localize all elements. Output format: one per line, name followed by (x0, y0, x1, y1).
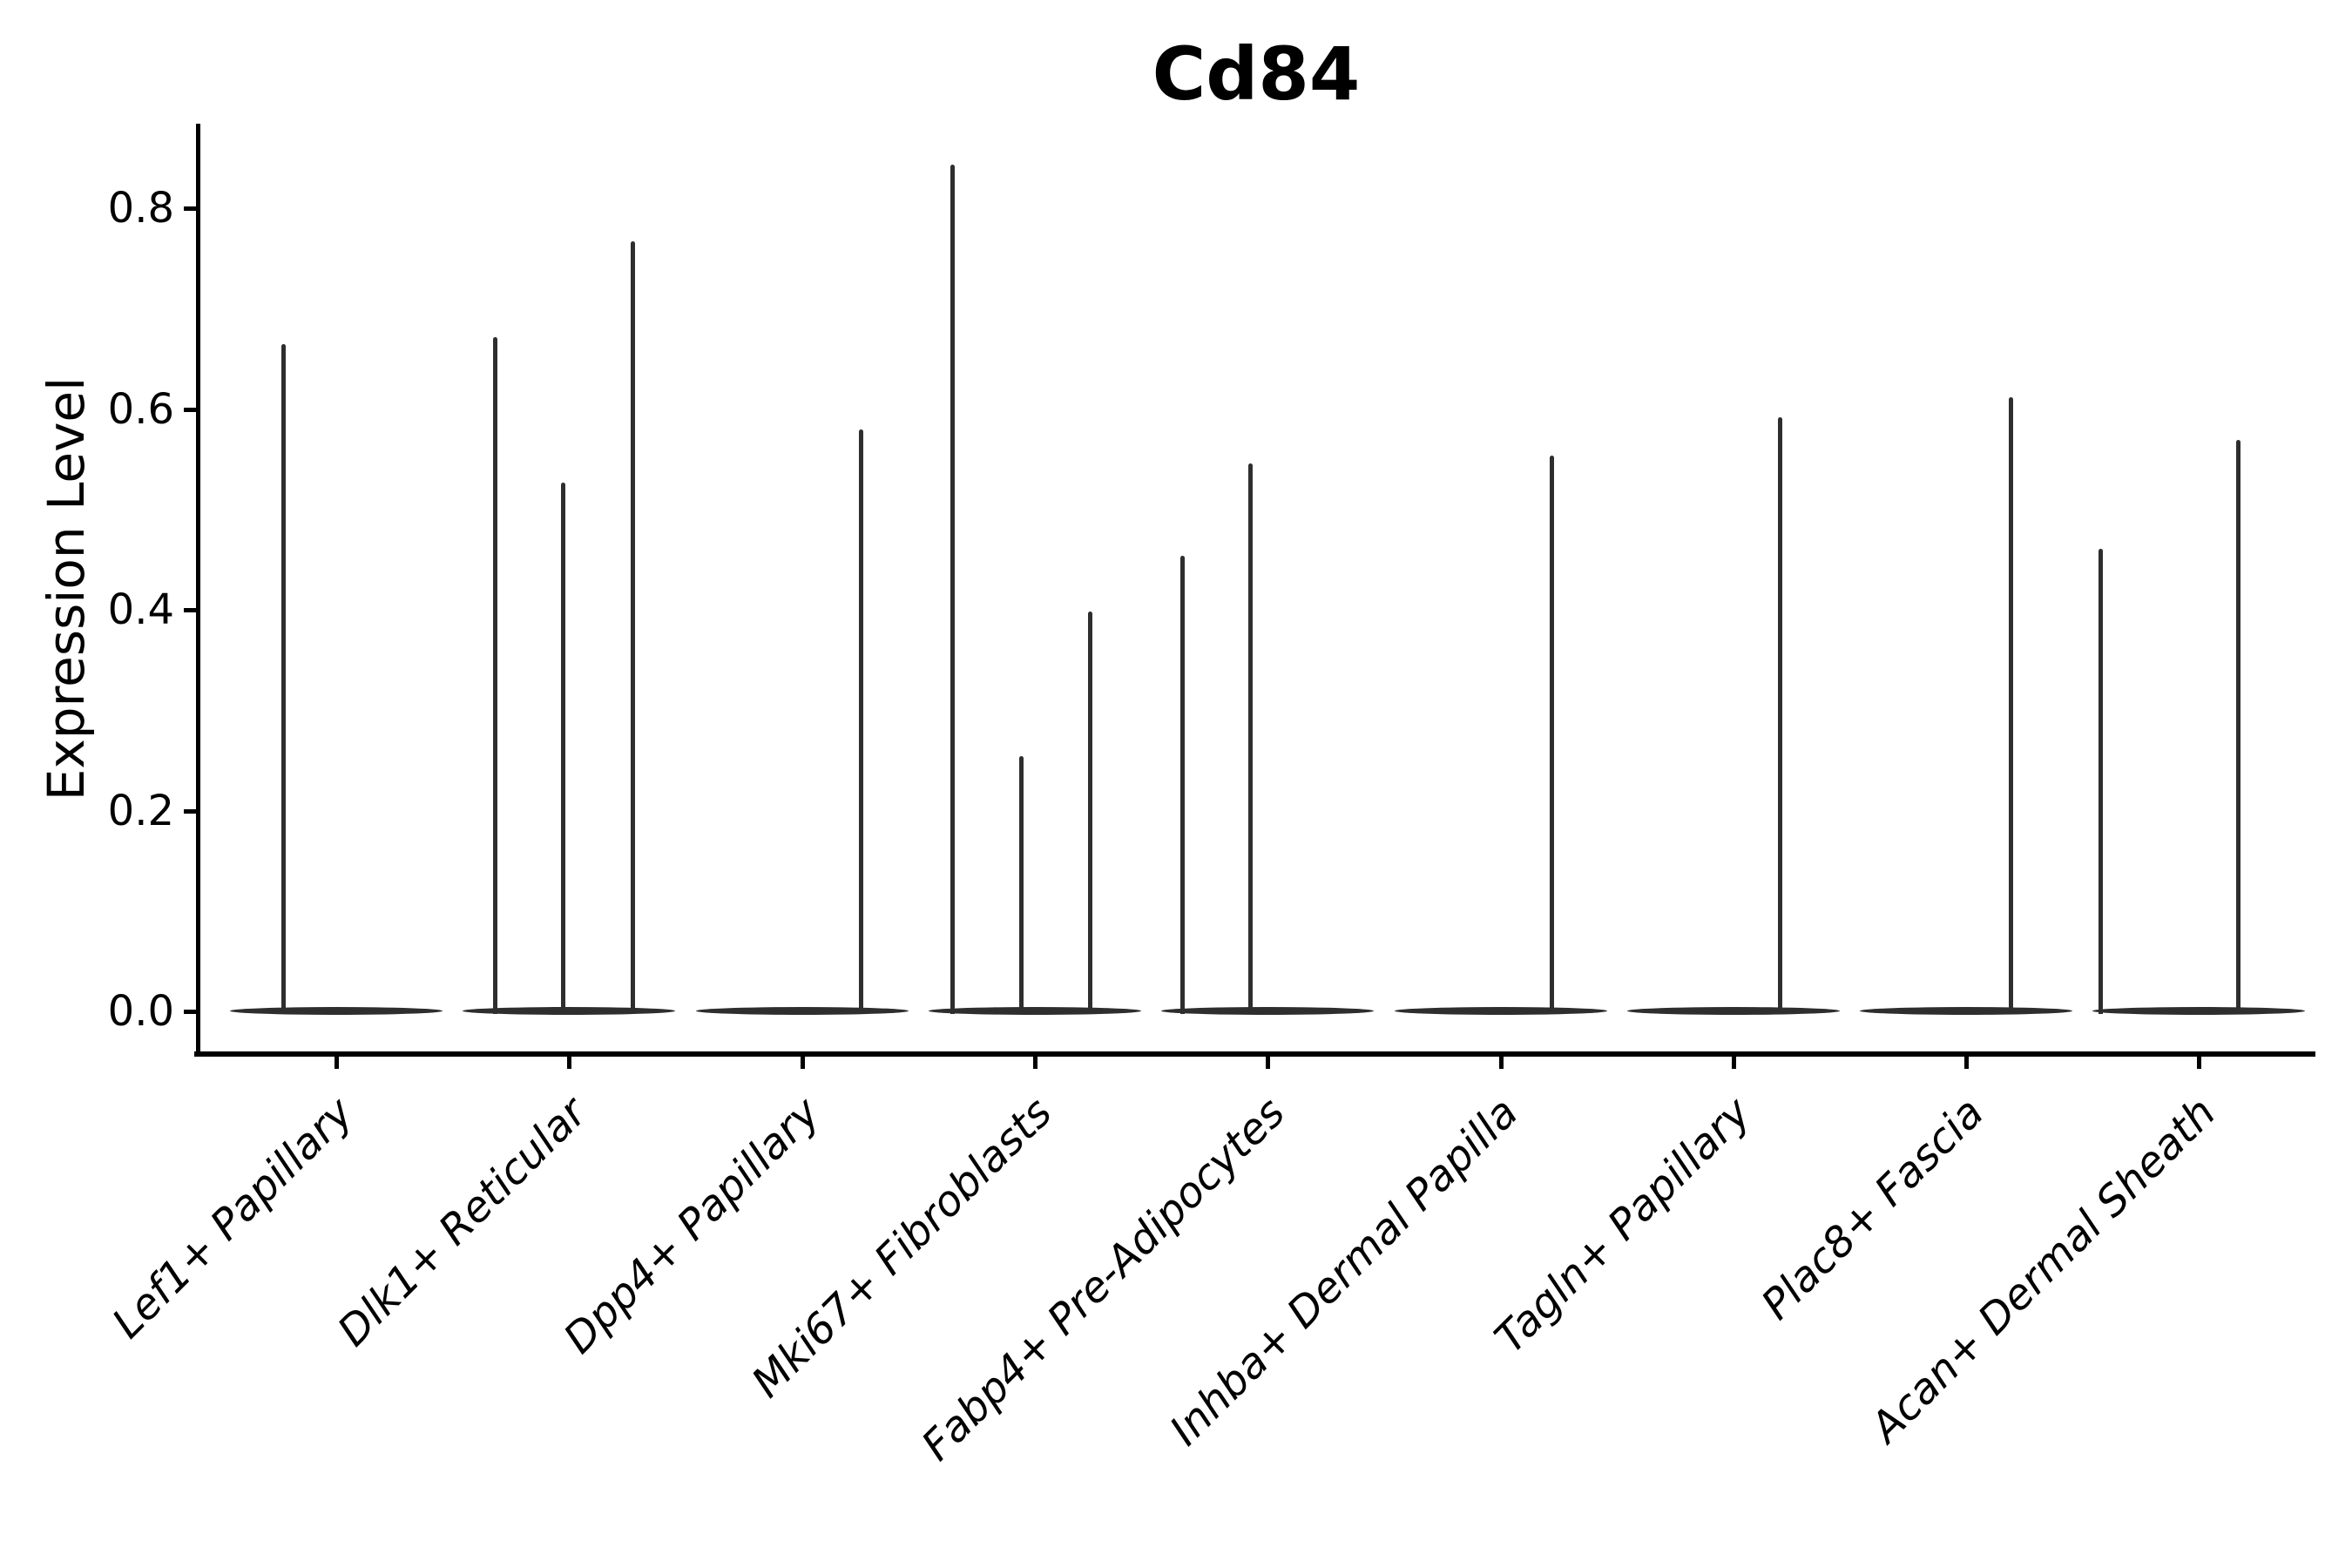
y-tick (184, 809, 196, 814)
violin-spike (631, 241, 635, 1014)
violin-spike (1088, 612, 1092, 1014)
violin-spike (281, 344, 286, 1014)
violin-body (463, 1007, 675, 1015)
violin-body (1860, 1007, 2072, 1015)
violin-body (929, 1007, 1141, 1015)
x-tick (567, 1057, 571, 1069)
violin-spike (950, 165, 955, 1014)
y-tick (184, 1010, 196, 1014)
x-tick-label: Tagln+ Papillary (1485, 1088, 1761, 1363)
violin-body (1161, 1007, 1374, 1015)
x-tick-label: Plac8+ Fascia (1752, 1088, 1993, 1329)
violin-body (696, 1007, 909, 1015)
y-tick-label: 0.6 (107, 385, 174, 434)
violin-body (2092, 1007, 2305, 1015)
violin-spike (2099, 549, 2103, 1014)
x-tick (1499, 1057, 1504, 1069)
violin-spike (561, 483, 565, 1014)
violin-spike (493, 337, 497, 1014)
violin-spike (1019, 756, 1024, 1014)
x-axis-spine (194, 1051, 2315, 1057)
x-tick (335, 1057, 339, 1069)
y-axis-spine (196, 124, 200, 1057)
y-tick-label: 0.2 (107, 787, 174, 835)
x-tick (1964, 1057, 1969, 1069)
violin-body (1627, 1007, 1840, 1015)
x-tick (2197, 1057, 2201, 1069)
x-tick-label: Dpp4+ Papillary (554, 1088, 829, 1363)
violin-spike (1778, 417, 1782, 1014)
violin-spike (1550, 456, 1554, 1014)
y-tick (184, 408, 196, 412)
violin-spike (1248, 463, 1253, 1014)
x-tick (1266, 1057, 1270, 1069)
violin-spike (2236, 440, 2240, 1014)
x-tick-label: Lef1+ Papillary (103, 1088, 363, 1348)
violin-body (1395, 1007, 1607, 1015)
x-tick (1732, 1057, 1736, 1069)
x-tick-label: Dlk1+ Reticular (328, 1088, 596, 1356)
violin-spike (1180, 556, 1185, 1014)
y-tick-label: 0.4 (107, 585, 174, 634)
violin-spike (2009, 397, 2013, 1014)
x-tick (801, 1057, 805, 1069)
chart-title: Cd84 (1152, 31, 1361, 117)
y-tick (184, 206, 196, 211)
y-tick-label: 0.0 (107, 987, 174, 1036)
y-tick (184, 608, 196, 612)
x-tick (1033, 1057, 1037, 1069)
y-tick-label: 0.8 (107, 184, 174, 233)
violin-spike (859, 429, 863, 1014)
violin-body (230, 1007, 443, 1015)
